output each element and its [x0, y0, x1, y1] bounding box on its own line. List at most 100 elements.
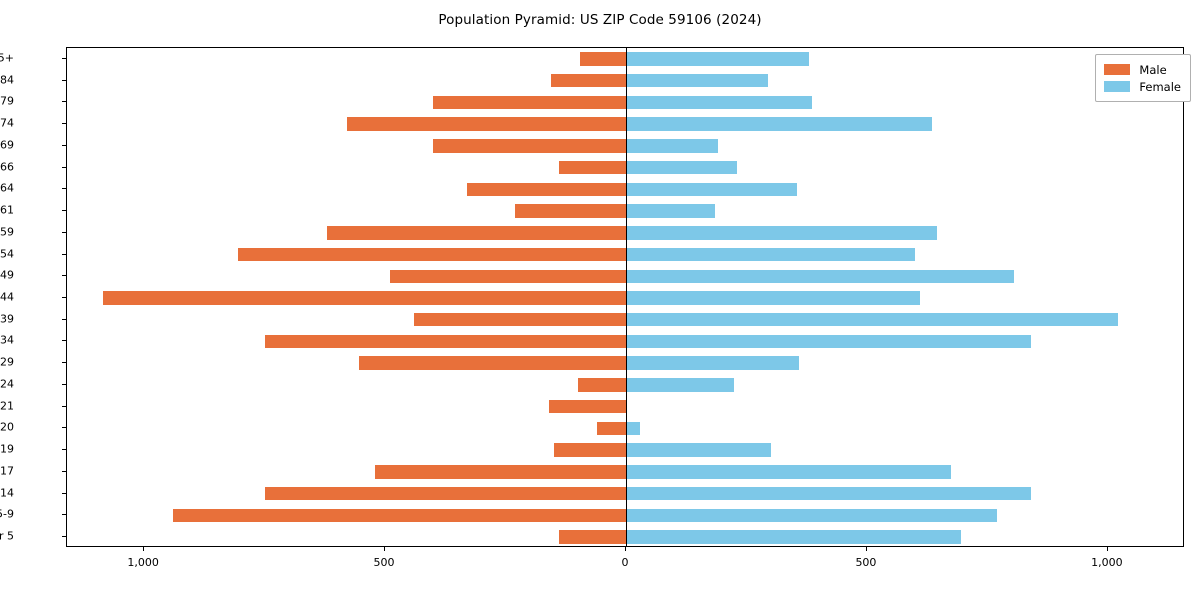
x-axis-tick-mark — [384, 547, 386, 551]
y-axis-tick-label: 25-29 — [0, 355, 14, 369]
bar-female — [626, 378, 735, 392]
bar-female — [626, 443, 771, 457]
bar-female — [626, 356, 800, 370]
y-axis-tick-label: 50-54 — [0, 247, 14, 261]
x-axis-tick-mark — [625, 547, 626, 551]
y-axis-tick-mark — [62, 188, 66, 190]
chart-title: Population Pyramid: US ZIP Code 59106 (2… — [438, 12, 762, 28]
y-axis-tick-mark — [62, 275, 66, 277]
y-axis-tick-label: 45-49 — [0, 268, 14, 282]
bars-layer — [67, 48, 1183, 546]
y-axis-tick-mark — [62, 470, 66, 472]
bar-row — [67, 421, 1183, 436]
bar-row — [67, 356, 1183, 370]
y-axis-tick-label: 5-9 — [0, 507, 14, 521]
y-axis-tick-mark — [62, 79, 66, 81]
bar-male — [375, 465, 626, 479]
bar-row — [67, 117, 1183, 131]
zero-axis-line — [626, 48, 628, 546]
bar-male — [551, 73, 626, 88]
x-axis-tick-label: 1,000 — [127, 556, 159, 569]
bar-female — [626, 508, 998, 523]
bar-female — [626, 269, 1014, 283]
y-axis-tick-mark — [62, 144, 66, 146]
bar-row — [67, 486, 1183, 501]
bar-female — [626, 226, 937, 240]
legend-label: Female — [1139, 79, 1181, 94]
y-axis-tick-mark — [62, 123, 66, 125]
bar-female — [626, 73, 769, 88]
bar-row — [67, 95, 1183, 110]
bar-male — [413, 313, 626, 327]
y-axis-tick-mark — [62, 210, 66, 212]
bar-row — [67, 160, 1183, 175]
bar-female — [626, 486, 1031, 501]
bar-male — [433, 139, 626, 153]
y-axis-tick-mark — [62, 383, 66, 385]
bar-row — [67, 269, 1183, 283]
x-axis-tick-mark — [865, 547, 867, 551]
y-axis-tick-mark — [62, 231, 66, 233]
bar-male — [558, 160, 626, 175]
bar-row — [67, 204, 1183, 218]
bar-male — [548, 399, 626, 414]
bar-female — [626, 465, 952, 479]
legend-item: Male — [1104, 61, 1181, 78]
legend-label: Male — [1139, 62, 1167, 77]
bar-female — [626, 313, 1118, 327]
bar-male — [515, 204, 626, 218]
bar-row — [67, 182, 1183, 197]
bar-female — [626, 52, 810, 66]
y-axis-tick-mark — [62, 318, 66, 320]
bar-female — [626, 291, 920, 305]
y-axis-tick-mark — [62, 536, 66, 538]
legend-item: Female — [1104, 78, 1181, 95]
legend-swatch-icon — [1104, 81, 1131, 92]
y-axis-tick-label: 60-61 — [0, 203, 14, 217]
y-axis-tick-mark — [62, 57, 66, 59]
bar-male — [173, 508, 626, 523]
y-axis-tick-label: 20 — [0, 420, 14, 434]
bar-male — [597, 421, 626, 436]
bar-row — [67, 313, 1183, 327]
x-axis-tick-label: 0 — [621, 556, 629, 569]
y-axis-tick-label: 22-24 — [0, 377, 14, 391]
bar-row — [67, 443, 1183, 457]
bar-male — [433, 95, 626, 110]
bar-female — [626, 95, 812, 110]
y-axis-tick-mark — [62, 514, 66, 516]
bar-row — [67, 399, 1183, 414]
bar-male — [327, 226, 626, 240]
y-axis-tick-mark — [62, 253, 66, 255]
y-axis-tick-mark — [62, 166, 66, 168]
y-axis-tick-label: 85+ — [0, 51, 14, 65]
y-axis-tick-label: 18-19 — [0, 442, 14, 456]
bar-female — [626, 247, 916, 262]
x-axis-tick-mark — [143, 547, 145, 551]
bar-female — [626, 160, 737, 175]
y-axis-tick-label: 65-66 — [0, 160, 14, 174]
bar-female — [626, 334, 1031, 349]
y-axis-tick-label: 70-74 — [0, 116, 14, 130]
bar-female — [626, 530, 961, 544]
y-axis-tick-label: 10-14 — [0, 486, 14, 500]
bar-male — [358, 356, 626, 370]
y-axis-tick-label: 67-69 — [0, 138, 14, 152]
y-axis-tick-mark — [62, 427, 66, 429]
y-axis-tick-label: 30-34 — [0, 333, 14, 347]
x-axis-tick-mark — [1106, 547, 1108, 551]
bar-male — [103, 291, 626, 305]
bar-male — [466, 182, 626, 197]
y-axis-tick-mark — [62, 449, 66, 451]
bar-row — [67, 465, 1183, 479]
bar-row — [67, 139, 1183, 153]
bar-male — [238, 247, 626, 262]
legend-swatch-icon — [1104, 64, 1131, 75]
y-axis-tick-label: Under 5 — [0, 529, 14, 543]
bar-male — [389, 269, 626, 283]
bar-male — [264, 334, 626, 349]
bar-male — [577, 378, 626, 392]
y-axis-tick-mark — [62, 340, 66, 342]
bar-female — [626, 204, 716, 218]
